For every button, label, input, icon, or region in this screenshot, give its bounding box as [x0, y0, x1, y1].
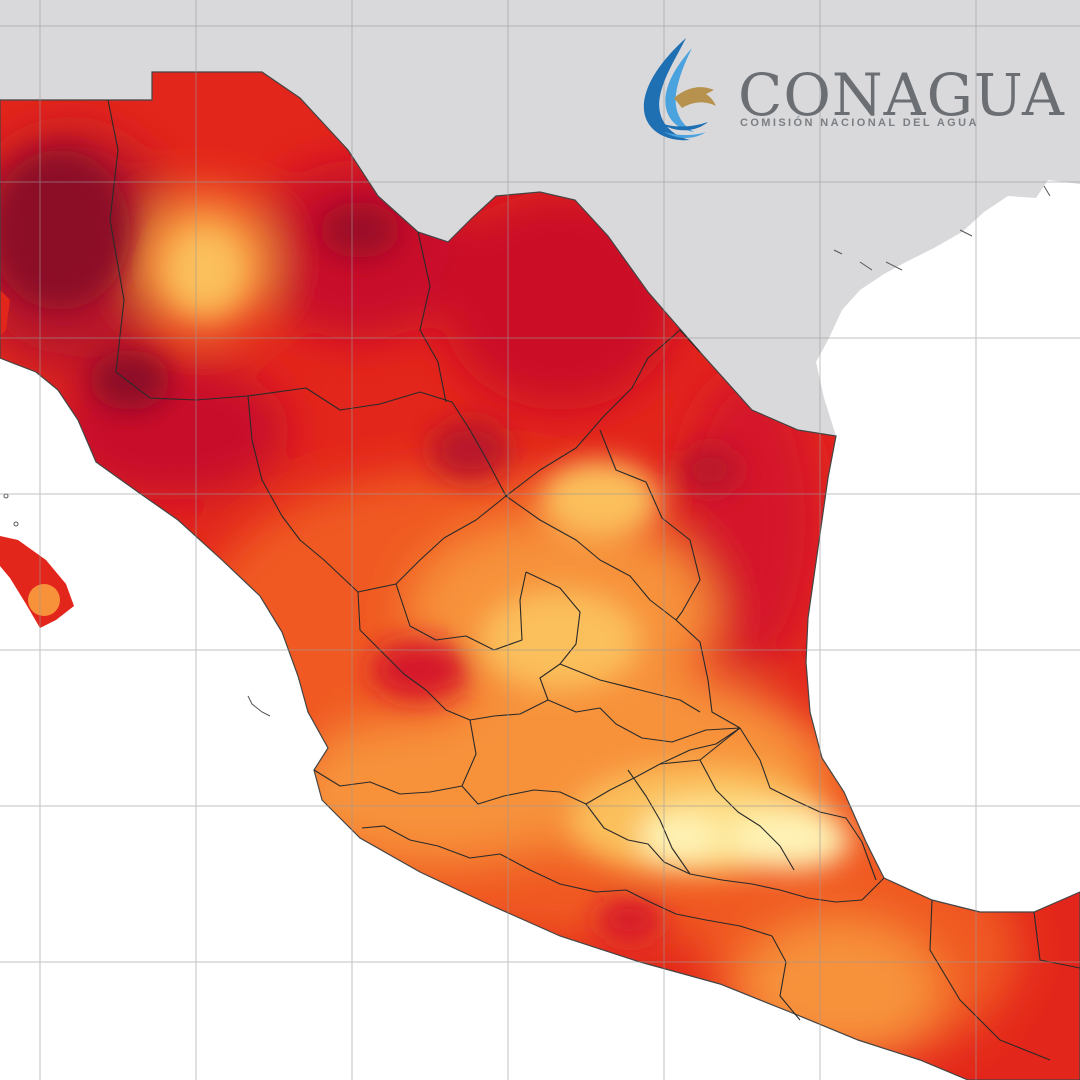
conagua-water-bird-icon [643, 38, 716, 141]
conagua-logo: CONAGUA Comisión Nacional del Agua [636, 36, 1080, 148]
islands [3, 185, 1051, 717]
baja-fragment [0, 290, 74, 628]
brand-subtitle: Comisión Nacional del Agua [740, 117, 979, 129]
brand-name: CONAGUA [738, 61, 1065, 129]
usa-land [0, 0, 1080, 436]
